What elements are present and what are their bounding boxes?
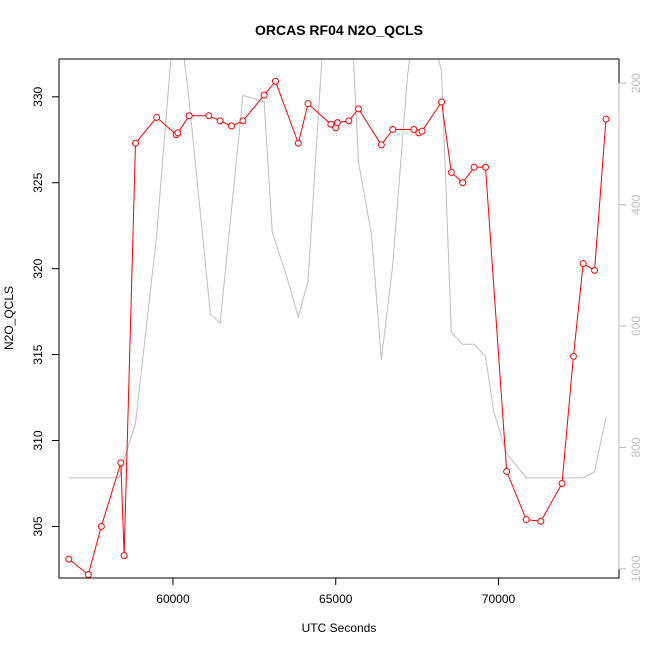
x-tick-label: 60000 <box>156 592 190 606</box>
data-point <box>174 129 182 137</box>
data-point <box>65 555 73 563</box>
y-tick-label: 305 <box>31 516 45 536</box>
y-tick-label: 315 <box>31 344 45 364</box>
data-point <box>153 113 161 121</box>
series-line-right <box>68 59 607 479</box>
data-point <box>482 163 490 171</box>
x-tick-label: 65000 <box>319 592 353 606</box>
data-point <box>294 139 302 147</box>
data-point <box>377 141 385 149</box>
x-axis-label: UTC Seconds <box>302 621 377 635</box>
y2-tick-label: 1000 <box>629 555 643 582</box>
plot-area <box>65 59 610 578</box>
data-point <box>447 168 455 176</box>
y-tick-label: 325 <box>31 172 45 192</box>
data-point <box>216 117 224 125</box>
x-tick-label: 70000 <box>482 592 516 606</box>
data-point <box>503 467 511 475</box>
y-tick-label: 310 <box>31 430 45 450</box>
data-point <box>272 77 280 85</box>
y-axis-left: 305 310 315 320 325 330 <box>31 86 59 536</box>
y2-tick-label: 400 <box>629 194 643 214</box>
data-point <box>459 179 467 187</box>
data-point <box>569 352 577 360</box>
data-point <box>260 91 268 99</box>
data-point <box>84 571 92 578</box>
data-point <box>410 125 418 133</box>
data-point <box>228 122 236 130</box>
y2-tick-label: 200 <box>629 73 643 93</box>
data-point <box>185 112 193 120</box>
data-point <box>117 459 125 467</box>
data-point <box>470 163 478 171</box>
data-point <box>558 479 566 487</box>
y-tick-label: 330 <box>31 86 45 106</box>
data-point <box>522 516 530 524</box>
data-point <box>355 105 363 113</box>
data-point <box>418 127 426 135</box>
y-axis-label: N2O_QCLS <box>2 286 16 350</box>
data-point <box>579 260 587 268</box>
data-point <box>345 117 353 125</box>
data-point <box>537 517 545 525</box>
data-point <box>327 120 335 128</box>
data-point <box>591 266 599 274</box>
data-point <box>438 98 446 106</box>
data-point <box>132 139 140 147</box>
y2-tick-label: 800 <box>629 437 643 457</box>
x-axis: 60000 65000 70000 <box>156 577 516 606</box>
data-point <box>333 119 341 127</box>
y2-tick-label: 600 <box>629 316 643 336</box>
data-point <box>304 100 312 108</box>
data-point <box>97 522 105 530</box>
chart-title: ORCAS RF04 N2O_QCLS <box>255 22 423 38</box>
data-point <box>239 117 247 125</box>
data-point <box>205 112 213 120</box>
y-tick-label: 320 <box>31 258 45 278</box>
data-point <box>602 115 610 123</box>
data-point <box>389 125 397 133</box>
data-point <box>120 552 128 560</box>
y-axis-right: 200 400 600 800 1000 <box>618 73 643 582</box>
